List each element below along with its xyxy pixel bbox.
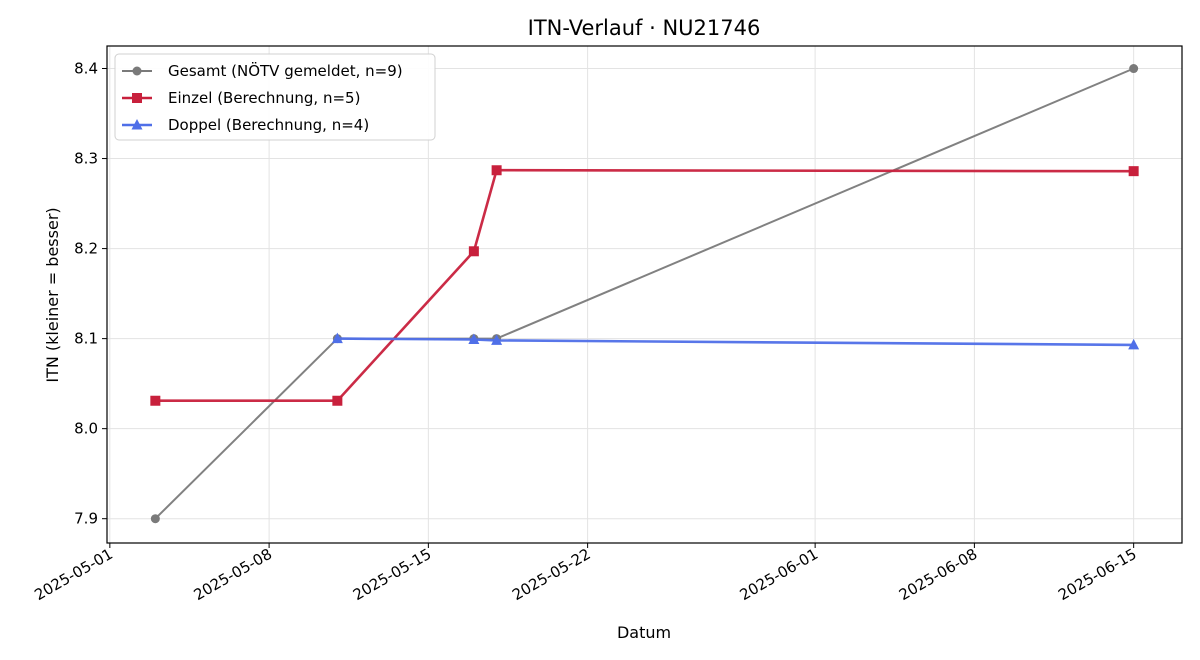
legend-label: Gesamt (NÖTV gemeldet, n=9) xyxy=(168,61,403,80)
legend-item: Gesamt (NÖTV gemeldet, n=9) xyxy=(122,61,403,80)
legend-box xyxy=(114,53,436,141)
series-square xyxy=(150,165,1139,406)
legend-label: Doppel (Berechnung, n=4) xyxy=(168,116,369,134)
x-tick-label: 2025-05-22 xyxy=(509,545,594,604)
legend-marker xyxy=(132,93,142,103)
data-point xyxy=(150,395,161,406)
series-line xyxy=(337,337,1134,347)
legend-label: Einzel (Berechnung, n=5) xyxy=(168,89,360,107)
axis-ticks: 2025-05-01 2025-05-08 2025-05-15 2025-05-22… xyxy=(31,60,1139,605)
data-point xyxy=(1129,64,1139,74)
data-point xyxy=(1128,338,1140,350)
data-point xyxy=(468,333,480,345)
data-point xyxy=(491,334,503,345)
plot-area-frame xyxy=(106,45,1183,544)
y-tick-label: 8.1 xyxy=(74,330,98,348)
x-axis-label: Datum xyxy=(617,623,671,642)
x-tick-label: 2025-06-01 xyxy=(737,545,822,604)
data-point xyxy=(491,165,502,176)
y-tick-label: 8.4 xyxy=(74,60,98,78)
data-point xyxy=(468,246,479,257)
data-point xyxy=(332,395,343,406)
y-axis-label: ITN (kleiner = besser) xyxy=(43,207,62,382)
x-tick-label: 2025-05-08 xyxy=(191,545,276,604)
legend: Gesamt (NÖTV gemeldet, n=9) Einzel (Berec… xyxy=(114,53,436,141)
chart-title: ITN-Verlauf · NU21746 xyxy=(528,16,761,40)
series-line xyxy=(155,168,1134,403)
legend-item: Doppel (Berechnung, n=4) xyxy=(122,116,369,134)
data-point xyxy=(1128,166,1139,177)
legend-marker xyxy=(131,119,143,130)
data-point xyxy=(150,514,160,524)
y-tick-label: 8.3 xyxy=(74,150,98,168)
data-point xyxy=(331,332,343,344)
y-tick-label: 8.0 xyxy=(74,420,98,438)
x-tick-label: 2025-05-01 xyxy=(31,545,116,604)
y-tick-label: 7.9 xyxy=(74,510,98,528)
grid-lines xyxy=(107,46,1182,543)
series-triangle xyxy=(331,332,1140,350)
y-tick-label: 8.2 xyxy=(74,240,98,258)
x-tick-label: 2025-05-15 xyxy=(350,545,435,604)
legend-marker xyxy=(132,66,142,76)
series-layer xyxy=(150,64,1140,524)
x-tick-label: 2025-06-15 xyxy=(1055,545,1140,604)
legend-item: Einzel (Berechnung, n=5) xyxy=(122,89,360,107)
x-tick-label: 2025-06-08 xyxy=(896,545,981,604)
